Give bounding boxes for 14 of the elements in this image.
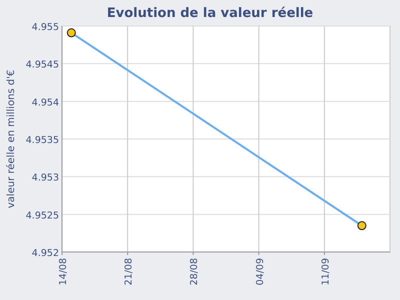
y-tick-label: 4.9535 xyxy=(26,135,59,146)
x-tick-label: 21/08 xyxy=(124,258,135,286)
y-tick-label: 4.9525 xyxy=(26,210,59,222)
x-tick-label: 14/08 xyxy=(58,258,69,286)
x-tick-label: 11/09 xyxy=(320,258,332,286)
y-axis-title: valeur réelle en millions d'€ xyxy=(6,70,17,208)
x-tick-label: 28/08 xyxy=(189,258,200,286)
y-tick-label: 4.955 xyxy=(32,22,59,33)
y-tick-label: 4.9545 xyxy=(26,60,59,71)
x-tick-label: 04/09 xyxy=(254,258,266,286)
y-tick-label: 4.954 xyxy=(32,97,59,108)
y-tick-label: 4.952 xyxy=(32,248,59,259)
y-tick-label: 4.953 xyxy=(32,172,59,184)
chart-title: Evolution de la valeur réelle xyxy=(106,6,314,21)
